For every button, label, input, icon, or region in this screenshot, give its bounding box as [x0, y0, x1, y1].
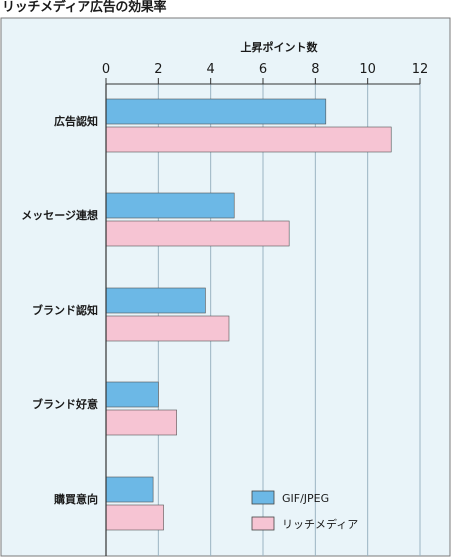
- x-tick-label: 12: [412, 62, 429, 77]
- x-tick-label: 8: [311, 62, 319, 77]
- x-tick-label: 4: [207, 62, 215, 77]
- bar-gif-jpeg: [105, 98, 327, 125]
- x-axis-title: 上昇ポイント数: [241, 40, 319, 54]
- bar-rich-media: [105, 315, 230, 342]
- chart-panel: [0, 17, 451, 557]
- x-tick-label: 0: [102, 62, 110, 77]
- category-label: 購買意向: [53, 492, 98, 506]
- bar-gif-jpeg: [105, 381, 159, 408]
- bar-gif-jpeg: [105, 192, 235, 219]
- bar-gif-jpeg: [105, 476, 154, 503]
- category-label: ブランド好意: [32, 397, 98, 411]
- bar-rich-media: [105, 504, 164, 531]
- bar-rich-media: [105, 220, 290, 247]
- category-label: 広告認知: [54, 114, 98, 128]
- legend-swatch: [251, 516, 275, 531]
- category-label: メッセージ連想: [21, 208, 98, 222]
- chart-title: リッチメディア広告の効果率: [2, 0, 167, 15]
- bar-rich-media: [105, 126, 392, 153]
- bar-gif-jpeg: [105, 287, 206, 314]
- legend-label: リッチメディア: [282, 517, 358, 531]
- legend-swatch: [251, 490, 275, 505]
- x-tick-label: 6: [259, 62, 267, 77]
- x-tick-label: 2: [154, 62, 162, 77]
- category-label: ブランド認知: [32, 303, 98, 317]
- legend-label: GIF/JPEG: [282, 492, 329, 505]
- bar-rich-media: [105, 409, 177, 436]
- x-tick-label: 10: [359, 62, 376, 77]
